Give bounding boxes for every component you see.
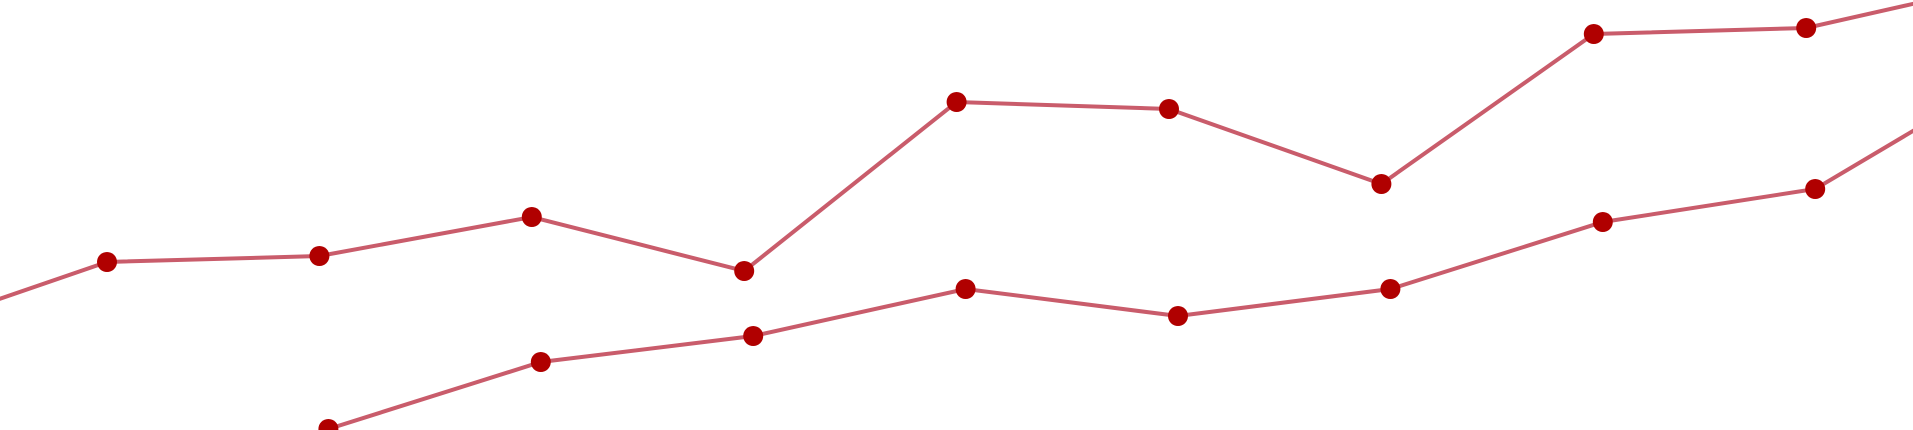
series-2-point	[1805, 179, 1826, 199]
series-1-point	[1159, 99, 1179, 119]
series-2-line	[327, 128, 1913, 430]
series-2-point	[530, 352, 551, 372]
series-1-point	[521, 207, 542, 227]
series-2-point	[318, 419, 339, 430]
series-1-point	[946, 92, 967, 112]
series-1-point	[1583, 24, 1604, 44]
series-1-point	[734, 261, 755, 281]
series-2-point	[1592, 212, 1613, 232]
series-1-point	[97, 252, 117, 272]
series-1-point	[1796, 18, 1817, 38]
series-2-point	[955, 279, 976, 299]
series-2-point	[743, 326, 764, 346]
series-2-point	[1380, 279, 1401, 299]
series-1-point	[309, 246, 330, 266]
series-1-point	[1371, 174, 1392, 194]
series-2-point	[1168, 306, 1188, 326]
series-1-line	[0, 1, 1913, 301]
